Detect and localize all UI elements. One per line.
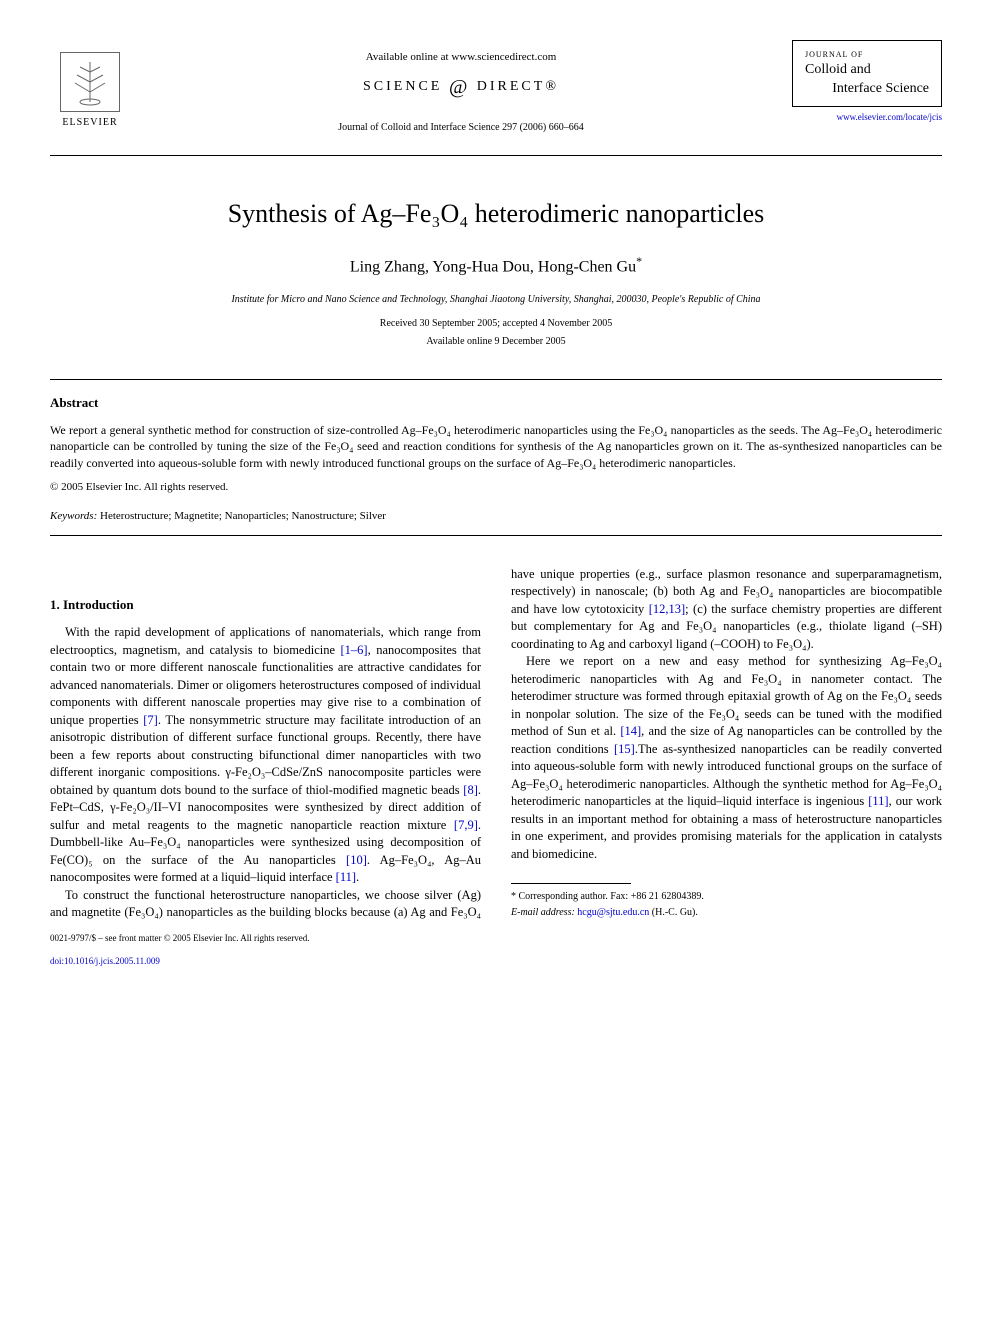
header-row: ELSEVIER Available online at www.science… (50, 40, 942, 135)
keywords-label: Keywords: (50, 510, 97, 522)
corresponding-marker: * (636, 254, 642, 268)
keywords-line: Keywords: Heterostructure; Magnetite; Na… (50, 509, 942, 524)
citation-link[interactable]: [12,13] (649, 602, 685, 616)
citation-link[interactable]: [14] (620, 724, 641, 738)
email-label: E-mail address: (511, 907, 575, 918)
corresponding-author-footnote: * Corresponding author. Fax: +86 21 6280… (511, 890, 942, 904)
publisher-name: ELSEVIER (62, 116, 117, 130)
science-direct-at-icon: @ (449, 76, 470, 98)
journal-url-link[interactable]: www.elsevier.com/locate/jcis (792, 111, 942, 124)
elsevier-tree-icon (60, 52, 120, 112)
journal-box: JOURNAL OF Colloid and Interface Science (792, 40, 942, 107)
journal-box-wrapper: JOURNAL OF Colloid and Interface Science… (792, 40, 942, 123)
received-date: Received 30 September 2005; accepted 4 N… (50, 317, 942, 331)
available-date: Available online 9 December 2005 (50, 335, 942, 349)
publisher-logo: ELSEVIER (50, 40, 130, 130)
citation-link[interactable]: [1–6] (341, 643, 368, 657)
abstract-top-rule (50, 379, 942, 380)
header-rule (50, 155, 942, 156)
email-footnote: E-mail address: hcgu@sjtu.edu.cn (H.-C. … (511, 906, 942, 920)
journal-reference: Journal of Colloid and Interface Science… (130, 121, 792, 135)
abstract-heading: Abstract (50, 394, 942, 412)
author-list: Ling Zhang, Yong-Hua Dou, Hong-Chen Gu* (50, 253, 942, 279)
center-header: Available online at www.sciencedirect.co… (130, 40, 792, 135)
science-direct-logo: SCIENCE @ DIRECT® (130, 73, 792, 101)
abstract-bottom-rule (50, 535, 942, 536)
citation-link[interactable]: [11] (868, 794, 888, 808)
journal-name-line1: Colloid and (805, 62, 929, 79)
science-direct-word1: SCIENCE (363, 80, 442, 95)
journal-name-line2: Interface Science (805, 81, 929, 98)
introduction-heading: 1. Introduction (50, 596, 481, 614)
citation-link[interactable]: [7] (143, 713, 158, 727)
citation-link[interactable]: [11] (336, 870, 356, 884)
email-who: (H.-C. Gu). (652, 907, 698, 918)
intro-paragraph-1: With the rapid development of applicatio… (50, 624, 481, 887)
email-link[interactable]: hcgu@sjtu.edu.cn (577, 907, 649, 918)
doi-line: doi:10.1016/j.jcis.2005.11.009 (50, 955, 942, 968)
doi-link[interactable]: doi:10.1016/j.jcis.2005.11.009 (50, 956, 160, 966)
citation-link[interactable]: [7,9] (454, 818, 478, 832)
journal-of-label: JOURNAL OF (805, 49, 929, 60)
citation-link[interactable]: [15] (614, 742, 635, 756)
affiliation: Institute for Micro and Nano Science and… (50, 293, 942, 307)
article-title: Synthesis of Ag–Fe₃O₄ heterodimeric nano… (50, 196, 942, 232)
intro-p1-text-g: . (356, 870, 359, 884)
footnote-separator (511, 883, 631, 884)
abstract-body: We report a general synthetic method for… (50, 422, 942, 472)
body-columns: 1. Introduction With the rapid developme… (50, 566, 942, 922)
copyright-line: © 2005 Elsevier Inc. All rights reserved… (50, 480, 942, 495)
available-online-text: Available online at www.sciencedirect.co… (130, 50, 792, 65)
science-direct-word2: DIRECT® (477, 80, 559, 95)
keywords-values: Heterostructure; Magnetite; Nanoparticle… (100, 510, 386, 522)
issn-line: 0021-9797/$ – see front matter © 2005 El… (50, 932, 942, 945)
intro-paragraph-3: Here we report on a new and easy method … (511, 653, 942, 863)
authors-text: Ling Zhang, Yong-Hua Dou, Hong-Chen Gu (350, 258, 636, 275)
citation-link[interactable]: [10] (346, 853, 367, 867)
citation-link[interactable]: [8] (463, 783, 478, 797)
